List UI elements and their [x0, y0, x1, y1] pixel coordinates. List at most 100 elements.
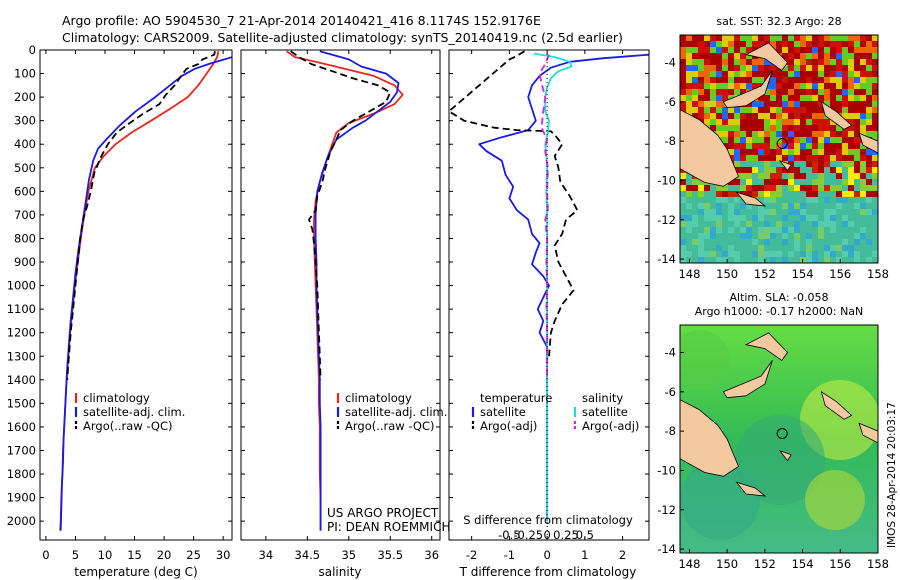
x-tick-label: 2 [619, 548, 626, 562]
imos-stamp: IMOS 28-Apr-2014 20:03:17 [886, 402, 898, 548]
sla-field [680, 330, 878, 540]
x-tick-label: 35 [341, 548, 356, 562]
x-tick-label: -2 [466, 548, 477, 562]
y-tick-label: 200 [14, 90, 36, 104]
y-tick-label: 1100 [7, 302, 36, 316]
difference-xlabel-top: S difference from climatology [463, 513, 633, 527]
y-tick-label: 500 [14, 161, 36, 175]
series-line-climatology [59, 51, 220, 531]
x-top-tick-label: -0.5 [498, 528, 520, 542]
x-tick-label: 15 [127, 548, 142, 562]
difference-legend: temperature salinitysatelliteArgo(-adj)sa… [471, 391, 639, 433]
y-tick-label: 600 [14, 184, 36, 198]
map-x-tick-label: 154 [792, 267, 814, 281]
map-x-tick-label: 150 [716, 557, 738, 571]
x-tick-label: 10 [98, 548, 113, 562]
map-x-tick-label: 152 [754, 267, 776, 281]
x-tick-label: 20 [157, 548, 172, 562]
legend-label: Argo(..raw -QC) [83, 419, 173, 433]
y-tick-label: 2000 [7, 514, 36, 528]
legend-title-salinity: salinity [582, 391, 623, 405]
land-polygon [744, 42, 789, 71]
sla-map-title-line2: Argo h1000: -0.17 h2000: NaN [695, 305, 864, 318]
map-x-tick-label: 148 [678, 267, 700, 281]
temperature-xlabel: temperature (deg C) [74, 565, 197, 579]
land-polygon [820, 390, 853, 420]
map-y-tick-label: -12 [657, 213, 676, 227]
sla-map-panel: Altim. SLA: -0.058 Argo h1000: -0.17 h20… [657, 291, 889, 571]
difference-ticks: -2 -1 0 1 2 -0.5-0.25 0 0.250.5 [449, 49, 649, 562]
temperature-axes-frame [39, 49, 233, 541]
y-tick-label: 1800 [7, 467, 36, 481]
figure-title-line2: Climatology: CARS2009. Satellite-adjuste… [62, 30, 623, 45]
series-line-argo-raw-qc- [66, 51, 216, 380]
land-polygon [858, 132, 878, 154]
sst-map-ticks: 148 150 152 154 156 158 -4 -6 -8 -10 -12 -14 [657, 56, 889, 281]
x-tick-label: -1 [504, 548, 515, 562]
figure-title-line1: Argo profile: AO 5904530_7 21-Apr-2014 2… [62, 13, 541, 28]
y-tick-label: 0 [29, 43, 36, 57]
map-y-tick-label: -8 [665, 134, 676, 148]
legend-title-temperature: temperature [480, 391, 552, 405]
sla-map-ticks: 148 150 152 154 156 158 -4 -6 -8 -10 -12 -14 [657, 346, 889, 571]
y-tick-label: 1300 [7, 349, 36, 363]
map-x-tick-label: 152 [754, 557, 776, 571]
legend-label: satellite [480, 405, 526, 419]
difference-xlabel: T difference from climatology [459, 565, 637, 579]
sla-argo-marker [776, 427, 788, 439]
temperature-panel: 0100200300400500600700800900100011001200… [7, 43, 233, 579]
x-top-tick-label: 0 [543, 528, 550, 542]
land-polygon [778, 159, 792, 172]
series-line-salinity-argo-adj- [538, 54, 550, 380]
map-y-tick-label: -10 [657, 173, 676, 187]
salinity-xlabel: salinity [318, 565, 361, 579]
x-tick-label: 0 [42, 548, 49, 562]
difference-panel: -2 -1 0 1 2 -0.5-0.25 0 0.250.5 S difference fr… [448, 49, 650, 579]
sla-land [680, 332, 878, 497]
map-x-tick-label: 150 [716, 267, 738, 281]
pi-label: PI: DEAN ROEMMICH [327, 520, 450, 534]
sst-map-panel: sat. SST: 32.3 Argo: 28 148 150 152 154 156 1… [657, 15, 889, 281]
legend-label: satellite-adj. clim. [345, 405, 447, 419]
salinity-panel: 34 34.5 35 35.5 36 salinity climatologysatel… [240, 49, 450, 579]
map-y-tick-label: -14 [657, 252, 676, 266]
map-x-tick-label: 148 [678, 557, 700, 571]
map-y-tick-label: -6 [665, 95, 676, 109]
temperature-ticks: 0100200300400500600700800900100011001200… [7, 43, 232, 562]
land-polygon [680, 399, 739, 477]
difference-axes-frame [448, 49, 650, 541]
series-line-climatology [286, 50, 404, 531]
y-tick-label: 100 [14, 67, 36, 81]
series-line-temperature-argo-adj- [449, 50, 579, 357]
y-tick-label: 700 [14, 208, 36, 222]
legend-label: climatology [345, 391, 412, 405]
map-y-tick-label: -8 [665, 424, 676, 438]
legend-label: satellite-adj. clim. [83, 405, 185, 419]
x-tick-label: 1 [581, 548, 588, 562]
map-x-tick-label: 158 [867, 557, 889, 571]
y-tick-label: 400 [14, 137, 36, 151]
map-y-tick-label: -4 [665, 56, 676, 70]
salinity-plot-area [286, 50, 404, 531]
land-polygon [735, 191, 767, 207]
map-y-tick-label: -6 [665, 385, 676, 399]
land-polygon [778, 449, 792, 462]
y-tick-label: 1200 [7, 326, 36, 340]
x-tick-label: 5 [72, 548, 79, 562]
legend-label: Argo(-adj) [582, 419, 639, 433]
series-line-satellite-adj-clim- [59, 56, 232, 531]
x-top-tick-label: 0.5 [576, 528, 594, 542]
x-tick-label: 0 [543, 548, 550, 562]
sst-map-frame [679, 34, 879, 264]
map-x-tick-label: 158 [867, 267, 889, 281]
x-top-tick-label: 0.25 [553, 528, 579, 542]
land-polygon [858, 422, 878, 444]
land-polygon [820, 100, 853, 130]
y-tick-label: 300 [14, 114, 36, 128]
map-y-tick-label: -4 [665, 346, 676, 360]
land-polygon [722, 360, 773, 399]
legend-label: Argo(-adj) [480, 419, 537, 433]
y-tick-label: 1700 [7, 443, 36, 457]
x-tick-label: 25 [186, 548, 201, 562]
